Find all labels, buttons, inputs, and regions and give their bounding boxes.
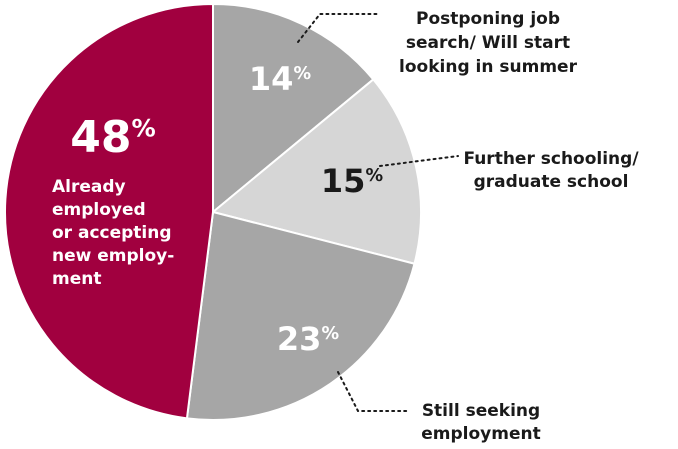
category-label-15: Further schooling/graduate school xyxy=(463,149,639,192)
leader-line-14 xyxy=(297,13,379,43)
category-label-48: Already employed or accepting new employ-me… xyxy=(52,177,174,289)
pie-slice-48 xyxy=(4,2,214,420)
pie-slice-15 xyxy=(210,78,422,265)
leader-line-15 xyxy=(379,155,459,167)
pct-label-14: 14% xyxy=(249,60,312,98)
category-label-14: Postponing job search/ Will start looking … xyxy=(399,9,578,77)
pct-label-15: 15% xyxy=(321,162,384,200)
category-label-23: Still seeking employment xyxy=(421,401,540,444)
pie-slice-23 xyxy=(185,210,416,421)
leader-line-23 xyxy=(337,371,409,412)
pie-slice-14 xyxy=(212,2,375,215)
pct-label-48: 48% xyxy=(70,112,155,163)
pct-label-23: 23% xyxy=(277,320,340,358)
